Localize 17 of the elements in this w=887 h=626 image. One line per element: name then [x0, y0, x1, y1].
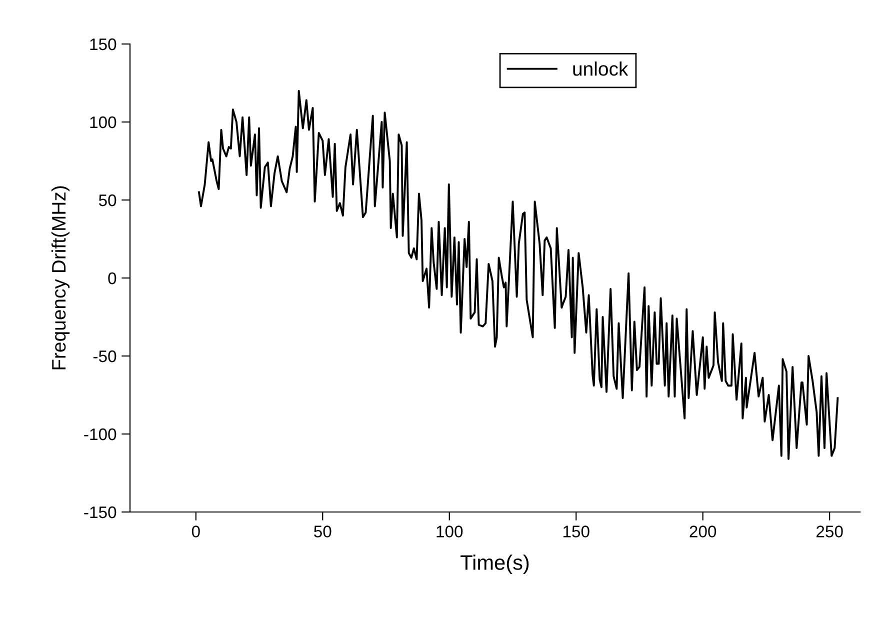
- x-tick-label: 0: [192, 526, 200, 538]
- y-tick-label: 0: [108, 272, 116, 284]
- line-series: [198, 90, 839, 460]
- x-axis-title: Time(s): [460, 554, 529, 574]
- y-tick-label: -150: [84, 506, 116, 518]
- x-tick-label: 100: [436, 526, 463, 538]
- y-tick-label: -50: [93, 350, 116, 362]
- y-tick-label: 150: [90, 38, 116, 50]
- x-tick-label: 200: [690, 526, 716, 538]
- x-tick-label: 250: [816, 526, 843, 538]
- y-tick-label: 100: [90, 116, 116, 128]
- y-axis-title: Frequency Drift(MHz): [51, 186, 70, 370]
- x-tick-label: 50: [314, 526, 332, 538]
- y-tick-label: -100: [84, 428, 116, 440]
- legend-label: unlock: [573, 62, 628, 76]
- x-tick-label: 150: [563, 526, 590, 538]
- y-tick-label: 50: [98, 194, 116, 206]
